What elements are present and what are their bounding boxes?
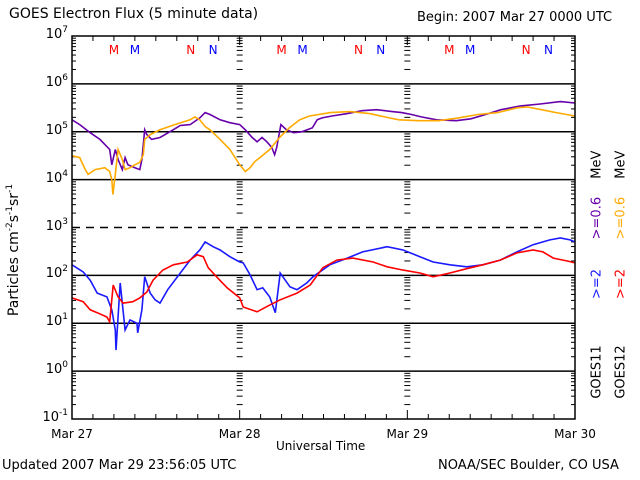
- event-marker: M: [130, 43, 140, 57]
- event-marker: M: [465, 43, 475, 57]
- legend-goes12-low: >=0.6 MeV: [613, 150, 629, 240]
- event-marker: N: [186, 43, 195, 57]
- y-tick-base: 10: [45, 266, 63, 282]
- plot-frame: [71, 35, 576, 420]
- y-tick-base: 10: [45, 27, 63, 42]
- y-tick-exponent: 4: [62, 168, 68, 179]
- y-tick-exponent: 6: [62, 72, 68, 83]
- y-tick-base: 10: [45, 170, 63, 186]
- x-tick-label: Mar 30: [554, 427, 596, 441]
- y-tick-exponent: 1: [62, 312, 68, 323]
- y-tick-label: 104: [28, 168, 68, 186]
- x-tick-label: Mar 29: [386, 427, 429, 441]
- legend-goes12-satellite: GOES12: [613, 345, 629, 399]
- series-line-goes12-2-mev: [71, 249, 576, 325]
- chart-title: GOES Electron Flux (5 minute data): [9, 6, 259, 22]
- series-line-goes12-0-6-mev: [71, 106, 576, 195]
- legend-goes11-low: >=0.6 MeV: [589, 150, 605, 240]
- y-tick-base: 10: [45, 74, 63, 90]
- y-tick-label: 107: [28, 25, 68, 42]
- y-tick-base: 10: [45, 362, 63, 378]
- credit-text: NOAA/SEC Boulder, CO USA: [438, 458, 619, 473]
- y-tick-exponent: 7: [62, 25, 68, 35]
- series-lines: [71, 100, 576, 351]
- legend-goes11-satellite: GOES11: [589, 345, 605, 399]
- legend-goes12-high-label: >=2: [613, 268, 629, 300]
- event-marker: M: [109, 43, 119, 57]
- x-tick-label: Mar 28: [218, 427, 261, 441]
- y-tick-exponent: -1: [59, 408, 68, 418]
- gridlines: [72, 83, 575, 372]
- event-marker: M: [444, 43, 454, 57]
- event-marker: N: [209, 43, 218, 57]
- y-tick-exponent: 3: [62, 216, 68, 227]
- y-tick-exponent: 0: [62, 360, 68, 371]
- y-tick-label: 105: [28, 120, 68, 138]
- legend-unit: MeV: [589, 150, 605, 179]
- y-tick-exponent: 2: [62, 264, 68, 275]
- y-tick-exponent: 5: [62, 120, 68, 131]
- x-tick-label: Mar 27: [51, 427, 93, 441]
- x-axis-title: Universal Time: [276, 439, 366, 453]
- y-tick-label: 10-1: [28, 408, 68, 425]
- series-line-goes11-0-6-mev: [71, 100, 576, 173]
- legend-goes11-low-label: >=0.6: [589, 196, 605, 240]
- event-marker: N: [376, 43, 385, 57]
- updated-timestamp: Updated 2007 Mar 29 23:56:05 UTC: [2, 458, 237, 473]
- y-tick-label: 101: [28, 312, 68, 330]
- y-tick-label: 106: [28, 72, 68, 90]
- legend-unit: MeV: [613, 150, 629, 179]
- event-marker: N: [544, 43, 553, 57]
- legend-goes12-high: >=2: [613, 268, 629, 300]
- y-tick-base: 10: [45, 218, 63, 234]
- y-tick-label: 103: [28, 216, 68, 234]
- y-tick-base: 10: [45, 122, 63, 138]
- legend-goes11-high-label: >=2: [589, 268, 605, 300]
- event-marker: M: [297, 43, 307, 57]
- event-marker: M: [276, 43, 286, 57]
- begin-time: Begin: 2007 Mar 27 0000 UTC: [417, 10, 613, 25]
- y-tick-label: 100: [28, 360, 68, 378]
- event-marker: N: [522, 43, 531, 57]
- y-tick-label: 102: [28, 264, 68, 282]
- legend-goes11-high: >=2: [589, 268, 605, 300]
- legend-goes12-low-label: >=0.6: [613, 196, 629, 240]
- event-marker: N: [354, 43, 363, 57]
- y-tick-base: 10: [45, 314, 63, 330]
- series-line-goes11-2-mev: [71, 237, 576, 351]
- y-tick-base: 10: [42, 410, 60, 425]
